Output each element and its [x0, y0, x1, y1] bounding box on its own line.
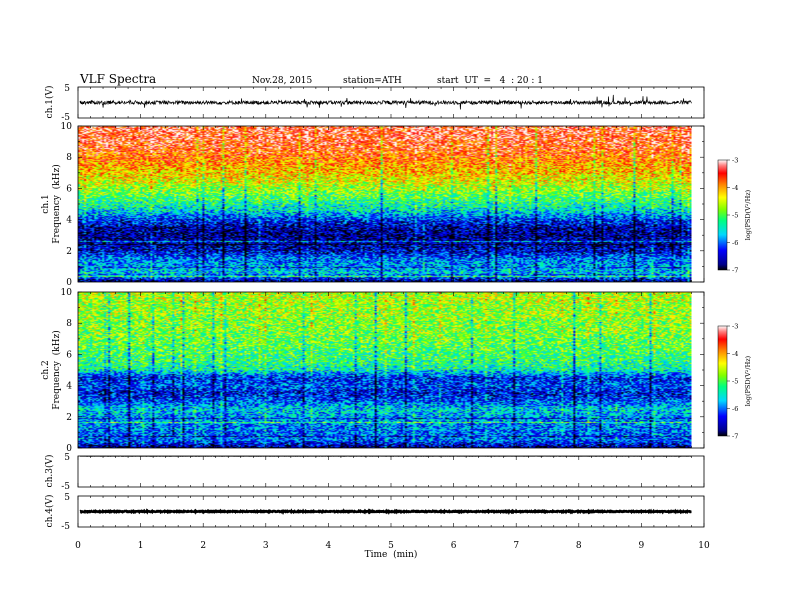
colorbar-tick-label: -6	[732, 405, 738, 413]
time-tick-label: 2	[200, 541, 206, 551]
ch2-spectrogram-x-ticks	[77, 292, 705, 448]
frequency-tick-label: 2	[66, 413, 72, 423]
ch1-waveform-ytick-top: 5	[64, 84, 70, 94]
ch1-spectrogram-image	[78, 126, 692, 282]
time-tick-label: 8	[576, 541, 582, 551]
ch1-waveform-panel: 5 -5 ch.1(V)	[44, 84, 705, 123]
ch1-spectrogram-ylabel-channel: ch.1	[41, 194, 51, 213]
waveform-line	[79, 94, 692, 110]
time-tick-label: 9	[639, 541, 645, 551]
colorbar-tick-label: -4	[732, 350, 738, 358]
frequency-tick-label: 6	[66, 184, 72, 194]
ch1-waveform-ytick-bottom: -5	[61, 113, 70, 123]
ch4-waveform-ylabel: ch.4(V)	[44, 495, 55, 528]
frequency-tick-label: 4	[66, 216, 72, 226]
time-tick-label: 5	[388, 541, 394, 551]
ch1-colorbar-ticks: -3 -4 -5 -6 -7	[727, 157, 738, 275]
time-tick-label: 7	[513, 541, 519, 551]
ch1-colorbar: -3 -4 -5 -6 -7 log(PSD(V²/Hz)	[717, 157, 752, 275]
ch2-spectrogram-image	[78, 292, 692, 448]
colorbar-tick-label: -5	[732, 378, 738, 386]
colorbar-tick-label: -7	[732, 267, 738, 275]
ch3-waveform-ytick-bottom: -5	[61, 482, 70, 492]
colorbar-tick-label: -4	[732, 184, 738, 192]
frequency-tick-label: 8	[66, 319, 72, 329]
ch2-colorbar-gradient	[717, 325, 728, 437]
time-tick-label: 10	[698, 541, 710, 551]
ch1-colorbar-gradient	[717, 159, 728, 271]
frequency-tick-label: 6	[66, 350, 72, 360]
ch1-colorbar-label: log(PSD(V²/Hz)	[744, 189, 752, 240]
frequency-tick-label: 8	[66, 153, 72, 163]
time-tick-label: 3	[263, 541, 269, 551]
ch4-waveform-trace	[79, 508, 692, 515]
ch4-waveform-ytick-top: 5	[64, 493, 70, 503]
header-station: station=ATH	[343, 76, 402, 86]
ch3-waveform-frame	[77, 455, 705, 488]
colorbar-tick-label: -3	[732, 323, 738, 331]
frequency-tick-label: 4	[66, 382, 72, 392]
ch2-spectrogram-panel: 0 2 4 6 8 10 ch.2 Frequency (kHz) -3 -4 -5 -6 -7 …	[41, 288, 752, 454]
ch2-spectrogram-ylabel-frequency: Frequency (kHz)	[51, 330, 62, 409]
ch4-waveform-x-ticks	[77, 496, 705, 527]
ch3-waveform-ylabel: ch.3(V)	[44, 455, 55, 488]
ch2-colorbar-label: log(PSD(V²/Hz)	[744, 355, 752, 406]
ch2-spectrogram-ylabel-channel: ch.2	[41, 360, 51, 379]
colorbar-tick-label: -7	[732, 433, 738, 441]
time-axis-tick-labels: 0 1 2 3 4 5 6 7 8 9 10	[75, 541, 710, 551]
ch1-spectrogram-x-ticks	[77, 126, 705, 282]
frequency-tick-label: 2	[66, 247, 72, 257]
ch2-colorbar-ticks: -3 -4 -5 -6 -7	[727, 323, 738, 441]
ch3-waveform-panel: 5 -5 ch.3(V)	[44, 453, 705, 492]
header-start-time: start UT = 4 : 20 : 1	[437, 76, 543, 86]
header-date: Nov.28, 2015	[252, 76, 313, 86]
frequency-tick-label: 0	[66, 278, 72, 288]
time-tick-label: 1	[138, 541, 144, 551]
ch1-spectrogram-panel: 0 2 4 6 8 10 ch.1 Frequency (kHz) -3 -4 -5 -6 -7 …	[41, 122, 752, 288]
time-tick-label: 6	[451, 541, 457, 551]
figure-title: VLF Spectra	[79, 72, 156, 86]
ch2-spectrogram-y-ticks: 0 2 4 6 8 10	[61, 288, 704, 454]
colorbar-tick-label: -3	[732, 157, 738, 165]
ch2-colorbar: -3 -4 -5 -6 -7 log(PSD(V²/Hz)	[717, 323, 752, 441]
frequency-tick-label: 10	[61, 122, 73, 132]
time-tick-label: 4	[326, 541, 332, 551]
colorbar-tick-label: -6	[732, 239, 738, 247]
ch4-waveform-ytick-bottom: -5	[61, 522, 70, 532]
time-tick-label: 0	[75, 541, 81, 551]
ch3-waveform-ytick-top: 5	[64, 453, 70, 463]
time-axis-label: Time (min)	[365, 549, 418, 560]
ch1-spectrogram-ylabel-frequency: Frequency (kHz)	[51, 164, 62, 243]
waveform-line	[79, 508, 692, 515]
colorbar-tick-label: -5	[732, 212, 738, 220]
ch1-waveform-trace	[79, 94, 692, 110]
ch4-waveform-panel: 5 -5 ch.4(V)	[44, 493, 705, 532]
ch1-spectrogram-y-ticks: 0 2 4 6 8 10	[61, 122, 704, 288]
ch3-waveform-x-ticks	[77, 456, 705, 487]
frequency-tick-label: 0	[66, 444, 72, 454]
ch1-waveform-ylabel: ch.1(V)	[44, 86, 55, 119]
frequency-tick-label: 10	[61, 288, 73, 298]
ch1-waveform-x-ticks	[77, 87, 705, 118]
